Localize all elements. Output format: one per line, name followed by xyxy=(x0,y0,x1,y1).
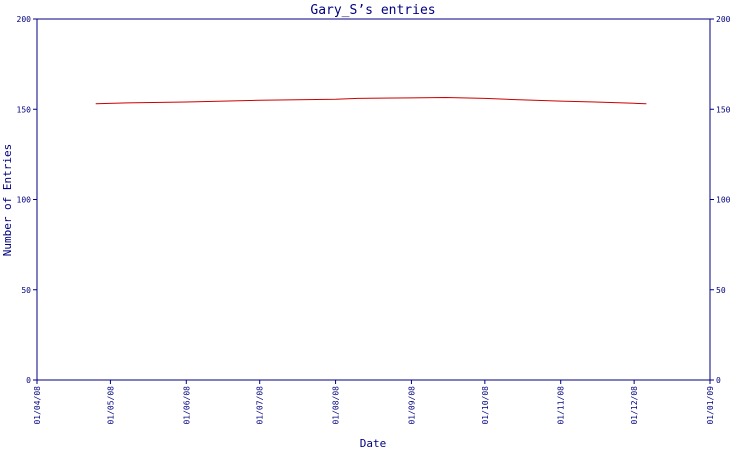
x-tick-label: 01/12/08 xyxy=(630,386,639,425)
x-tick-label: 01/05/08 xyxy=(106,386,115,425)
y-axis-label: Number of Entries xyxy=(1,144,14,257)
x-tick-label: 01/07/08 xyxy=(256,386,265,425)
x-tick-label: 01/08/08 xyxy=(332,386,341,425)
x-tick-label: 01/09/08 xyxy=(407,386,416,425)
series-layer xyxy=(95,96,647,105)
y-tick-label-left: 200 xyxy=(17,15,32,24)
chart-title: Gary_S’s entries xyxy=(310,3,435,18)
y-tick-label-right: 0 xyxy=(716,376,721,385)
y-tick-label-left: 0 xyxy=(26,376,31,385)
y-axis-right: 0 50 100 150 200 xyxy=(710,15,731,385)
y-tick-label-right: 200 xyxy=(716,15,731,24)
x-tick-label: 01/06/08 xyxy=(182,386,191,425)
y-tick-label-left: 50 xyxy=(21,286,31,295)
y-tick-label-left: 150 xyxy=(17,105,32,114)
y-axis-left: 0 50 100 150 200 xyxy=(17,15,37,385)
x-tick-label: 01/04/08 xyxy=(33,386,42,425)
x-tick-label: 01/11/08 xyxy=(557,386,566,425)
y-tick-label-right: 150 xyxy=(716,105,731,114)
y-tick-label-right: 50 xyxy=(716,286,726,295)
x-tick-label: 01/01/09 xyxy=(706,386,715,425)
plot-frame xyxy=(36,18,711,381)
x-axis: 01/04/08 01/05/08 01/06/08 01/07/08 01/08/08… xyxy=(33,380,715,425)
y-tick-label-left: 100 xyxy=(17,196,32,205)
y-tick-label-right: 100 xyxy=(716,196,731,205)
x-tick-label: 01/10/08 xyxy=(481,386,490,425)
x-axis-label: Date xyxy=(360,437,387,450)
series-line xyxy=(95,96,647,105)
